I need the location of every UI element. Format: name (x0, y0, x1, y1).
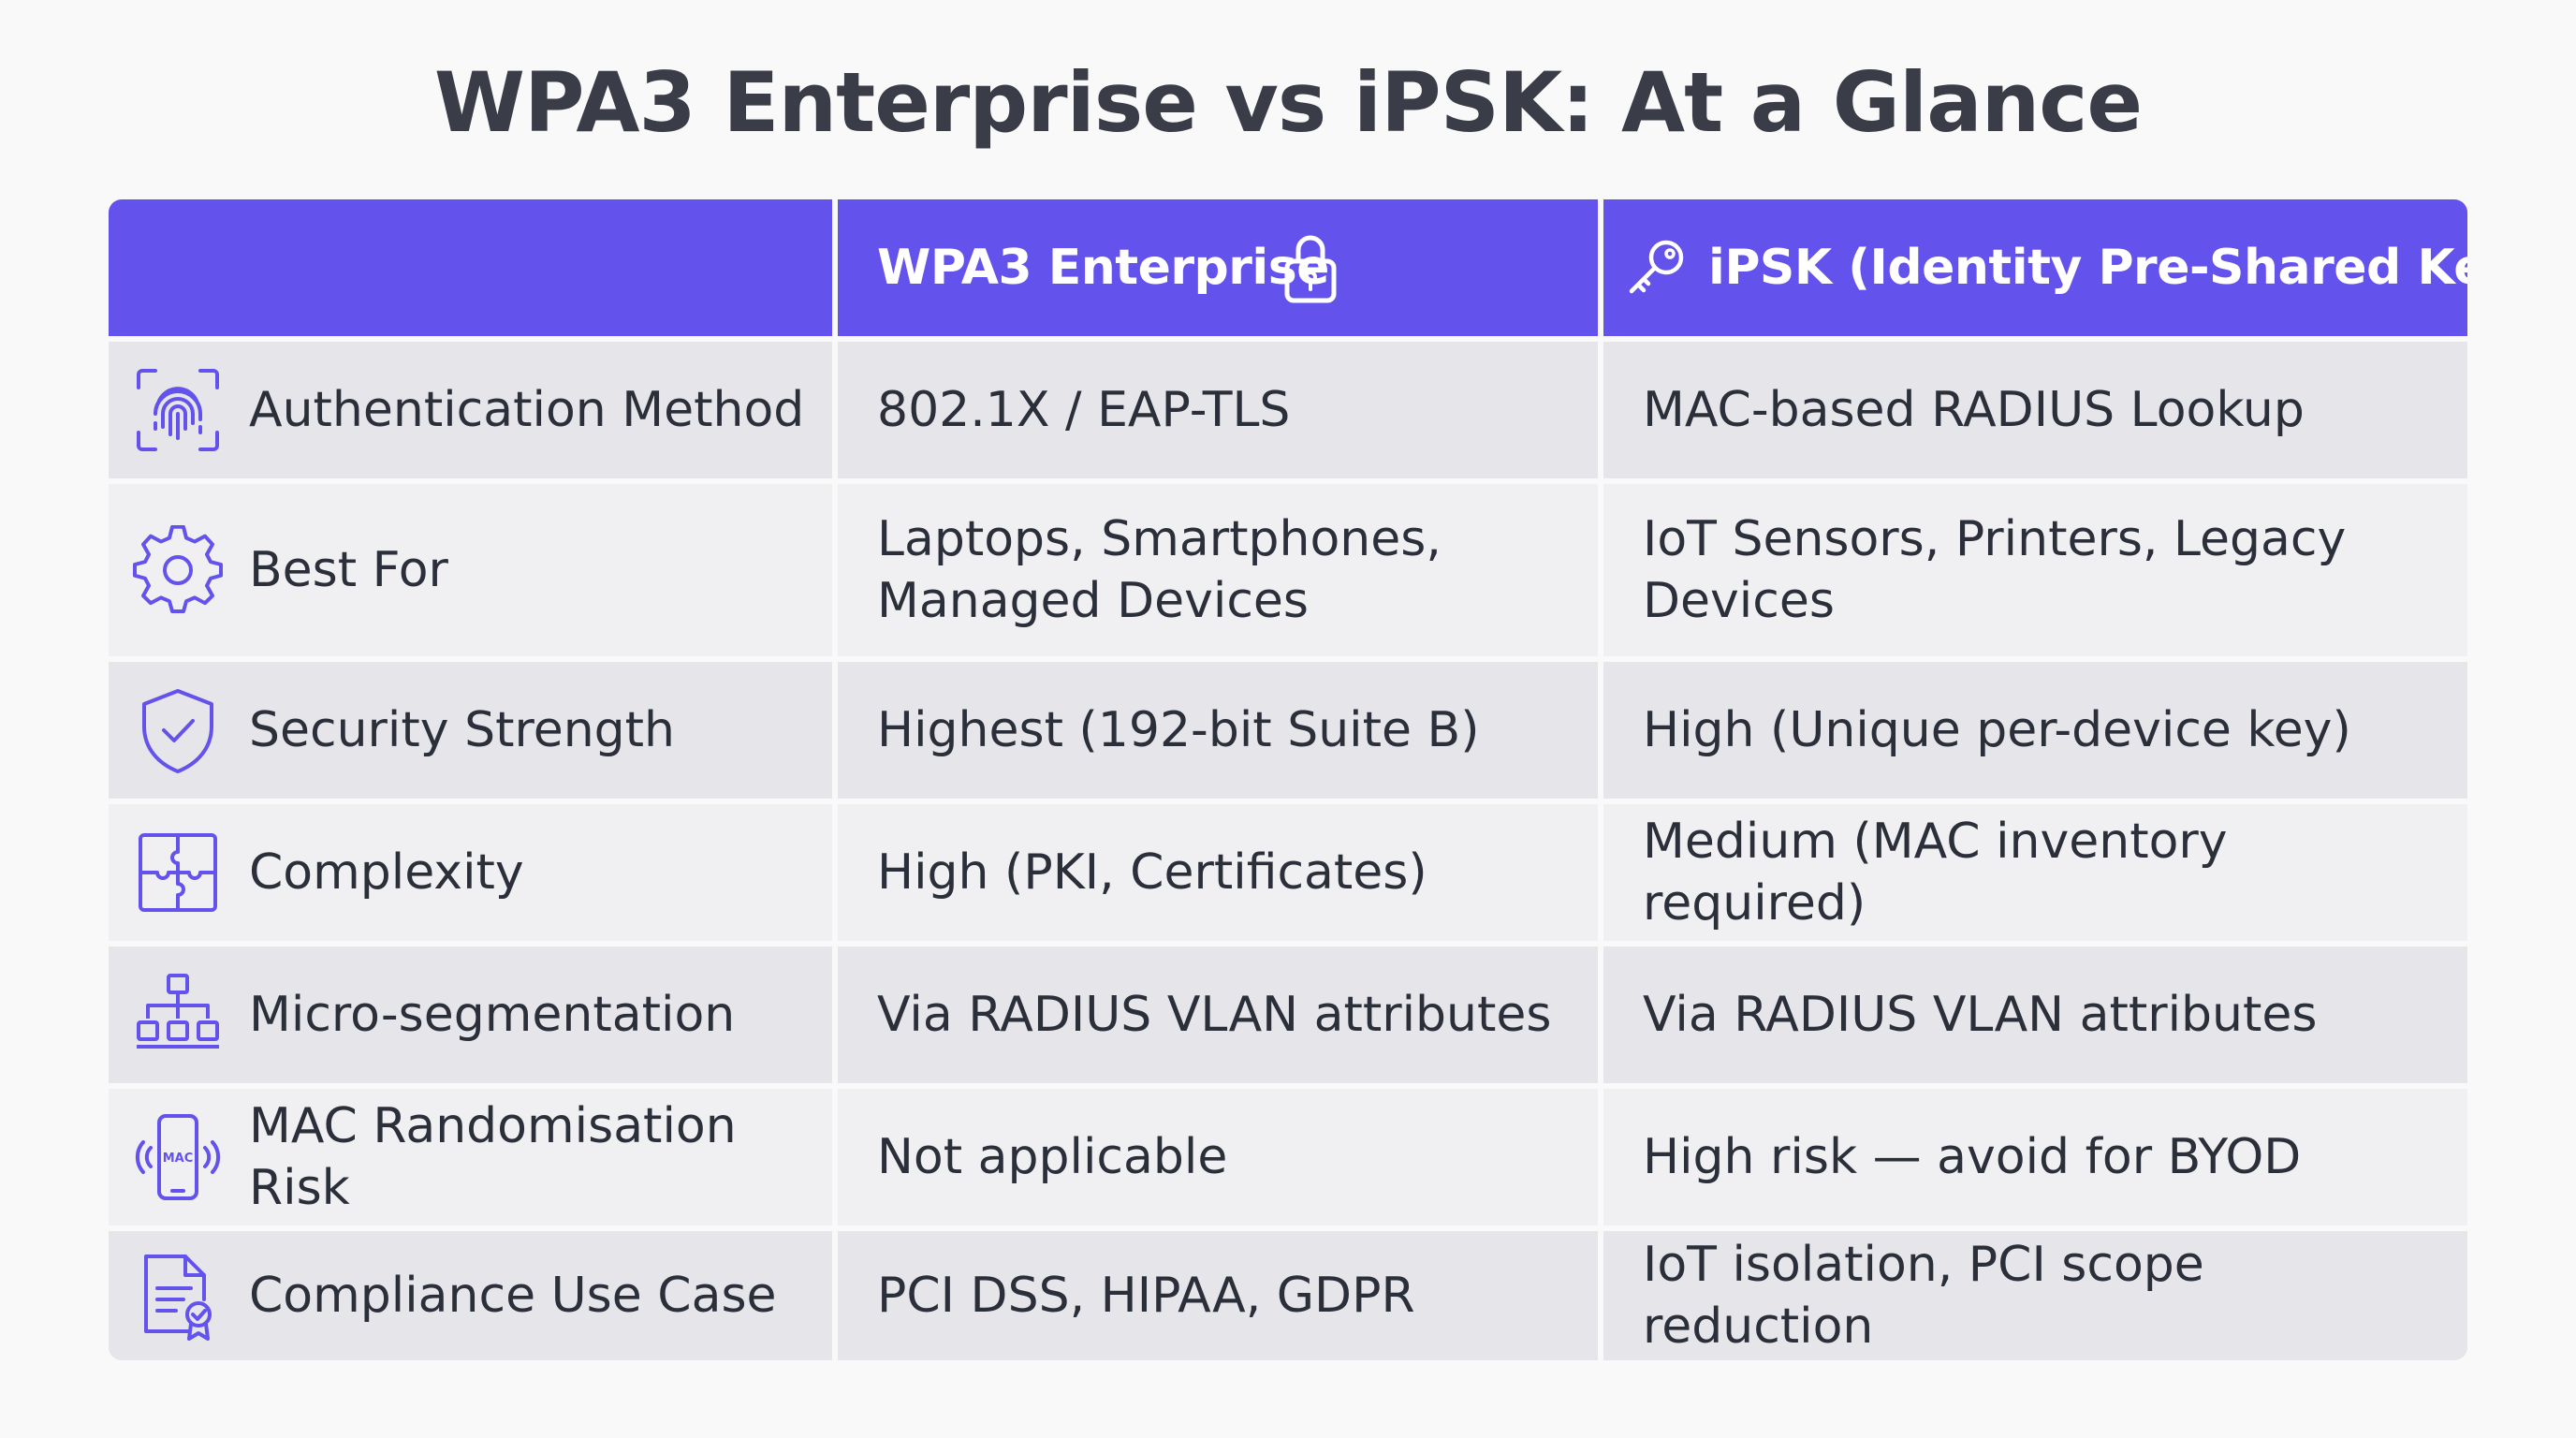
table-row: Security Strength Highest (192-bit Suite… (109, 662, 2467, 799)
table-row: Best For Laptops, Smartphones, Managed D… (109, 484, 2467, 656)
row-label-cell: Complexity (109, 804, 832, 941)
header-cell-ipsk: iPSK (Identity Pre-Shared Key) (1603, 199, 2467, 336)
page-title: WPA3 Enterprise vs iPSK: At a Glance (433, 54, 2143, 151)
row-label-cell: Compliance Use Case (109, 1231, 832, 1360)
ipsk-value: MAC-based RADIUS Lookup (1643, 382, 2305, 438)
gear-icon (133, 525, 223, 615)
ipsk-value: IoT Sensors, Printers, Legacy Devices (1643, 511, 2347, 629)
wpa3-cell: High (PKI, Certificates) (838, 804, 1598, 941)
puzzle-icon (133, 828, 223, 917)
wpa3-value: Laptops, Smartphones, Managed Devices (877, 511, 1442, 629)
row-label: MAC Randomisation Risk (249, 1098, 737, 1216)
ipsk-value: High (Unique per-device key) (1643, 702, 2351, 758)
ipsk-cell: High (Unique per-device key) (1603, 662, 2467, 799)
header-wpa3-label: WPA3 Enterprise (877, 240, 1329, 296)
shield-check-icon (133, 685, 223, 775)
ipsk-cell: IoT isolation, PCI scope reduction (1603, 1231, 2467, 1360)
ipsk-value: IoT isolation, PCI scope reduction (1643, 1237, 2204, 1355)
fingerprint-icon (133, 365, 223, 455)
row-label: Security Strength (249, 702, 675, 758)
header-cell-empty (109, 199, 832, 336)
ipsk-value: Medium (MAC inventory required) (1643, 814, 2228, 932)
row-label: Micro-segmentation (249, 987, 736, 1043)
ipsk-cell: IoT Sensors, Printers, Legacy Devices (1603, 484, 2467, 656)
row-label: Best For (249, 542, 448, 598)
ipsk-cell: MAC-based RADIUS Lookup (1603, 342, 2467, 478)
header-ipsk-label: iPSK (Identity Pre-Shared Key) (1708, 240, 2467, 296)
table-row: MAC MAC Randomisation Risk Not applicabl… (109, 1089, 2467, 1225)
ipsk-cell: Via RADIUS VLAN attributes (1603, 946, 2467, 1083)
wpa3-cell: Not applicable (838, 1089, 1598, 1225)
ipsk-value: High risk — avoid for BYOD (1643, 1129, 2302, 1185)
table-row: Authentication Method 802.1X / EAP-TLS M… (109, 342, 2467, 478)
key-icon (1626, 237, 1688, 299)
comparison-table: WPA3 Enterprise iPSK (Identity Pre-Share… (109, 199, 2467, 1360)
ipsk-cell: Medium (MAC inventory required) (1603, 804, 2467, 941)
certificate-document-icon (133, 1251, 223, 1341)
row-label-cell: Security Strength (109, 662, 832, 799)
row-label-cell: Best For (109, 484, 832, 656)
row-label-cell: Micro-segmentation (109, 946, 832, 1083)
table-row: Compliance Use Case PCI DSS, HIPAA, GDPR… (109, 1231, 2467, 1360)
header-cell-wpa3: WPA3 Enterprise (838, 199, 1598, 336)
row-label: Authentication Method (249, 382, 805, 438)
wpa3-value: PCI DSS, HIPAA, GDPR (877, 1268, 1415, 1324)
wpa3-value: Highest (192-bit Suite B) (877, 702, 1480, 758)
network-hierarchy-icon (133, 970, 223, 1060)
wpa3-value: Not applicable (877, 1129, 1228, 1185)
wpa3-cell: PCI DSS, HIPAA, GDPR (838, 1231, 1598, 1360)
ipsk-cell: High risk — avoid for BYOD (1603, 1089, 2467, 1225)
wpa3-value: Via RADIUS VLAN attributes (877, 987, 1552, 1043)
row-label: Compliance Use Case (249, 1268, 777, 1324)
table-row: Complexity High (PKI, Certificates) Medi… (109, 804, 2467, 941)
row-label: Complexity (249, 844, 524, 901)
padlock-icon (1282, 226, 1339, 310)
row-label-cell: MAC MAC Randomisation Risk (109, 1089, 832, 1225)
row-label-cell: Authentication Method (109, 342, 832, 478)
wpa3-cell: 802.1X / EAP-TLS (838, 342, 1598, 478)
wpa3-cell: Via RADIUS VLAN attributes (838, 946, 1598, 1083)
wpa3-cell: Highest (192-bit Suite B) (838, 662, 1598, 799)
wpa3-value: High (PKI, Certificates) (877, 844, 1427, 901)
wpa3-value: 802.1X / EAP-TLS (877, 382, 1291, 438)
mac-icon-label: MAC (163, 1152, 194, 1166)
mac-phone-icon: MAC (133, 1112, 223, 1202)
ipsk-value: Via RADIUS VLAN attributes (1643, 987, 2318, 1043)
table-row: Micro-segmentation Via RADIUS VLAN attri… (109, 946, 2467, 1083)
wpa3-cell: Laptops, Smartphones, Managed Devices (838, 484, 1598, 656)
table-header: WPA3 Enterprise iPSK (Identity Pre-Share… (109, 199, 2467, 336)
